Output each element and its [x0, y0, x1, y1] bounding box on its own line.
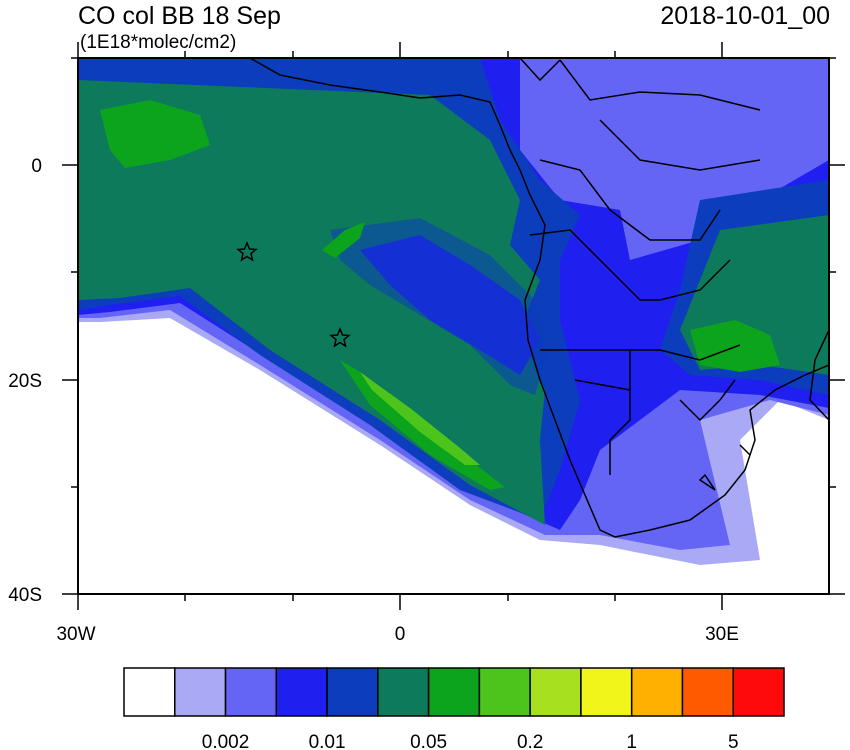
colorbar-swatch	[377, 667, 430, 717]
contour-level-5	[78, 80, 545, 525]
contour-level-6-a	[100, 100, 210, 168]
colorbar-swatch	[427, 667, 481, 717]
units-label: (1E18*molec/cm2)	[80, 32, 237, 53]
colorbar-label: 0.01	[309, 732, 346, 750]
coastline-layer	[249, 58, 829, 538]
colorbar-swatch	[224, 667, 278, 717]
contour-field	[78, 58, 829, 594]
colorbar-label: 1	[626, 732, 637, 750]
africa-west-coast	[249, 58, 829, 538]
colorbar-swatch	[123, 667, 176, 717]
colorbar-swatch	[681, 667, 734, 717]
madagascar	[809, 329, 829, 421]
colorbar-swatch	[580, 667, 633, 717]
colorbar-swatch	[275, 667, 328, 717]
x-tick-label: 30E	[705, 624, 739, 645]
colorbar-label: 0.2	[517, 732, 543, 750]
contour-swirl-outer	[330, 218, 548, 395]
y-tick-label: 0	[31, 156, 42, 177]
country-borders	[519, 58, 761, 491]
contour-level-6-d	[690, 320, 780, 372]
colorbar-swatch	[478, 667, 531, 717]
y-tick-label: 40S	[8, 585, 42, 606]
timestamp-label: 2018-10-01_00	[660, 2, 830, 30]
colorbar	[123, 667, 785, 717]
colorbar-label: 0.002	[202, 732, 250, 750]
colorbar-swatch	[630, 667, 684, 717]
colorbar-swatch	[174, 667, 227, 717]
colorbar-label: 5	[728, 732, 739, 750]
map-title: CO col BB 18 Sep	[78, 2, 281, 30]
y-tick-label: 20S	[8, 371, 42, 392]
contour-level-7	[360, 372, 480, 465]
x-tick-label: 0	[395, 624, 406, 645]
x-tick-label: 30W	[56, 624, 95, 645]
star-marker	[236, 241, 258, 262]
star-marker	[329, 327, 351, 348]
marker-layer	[236, 241, 351, 348]
colorbar-swatch	[326, 667, 379, 717]
colorbar-label: 0.05	[410, 732, 447, 750]
colorbar-labels: 0.002 0.01 0.05 0.2 1 5	[202, 732, 739, 750]
contour-level-6-c	[322, 222, 365, 258]
axis-ticks	[62, 42, 845, 610]
plot-frame	[77, 57, 830, 595]
colorbar-swatch	[529, 667, 582, 717]
colorbar-swatch	[732, 667, 785, 717]
